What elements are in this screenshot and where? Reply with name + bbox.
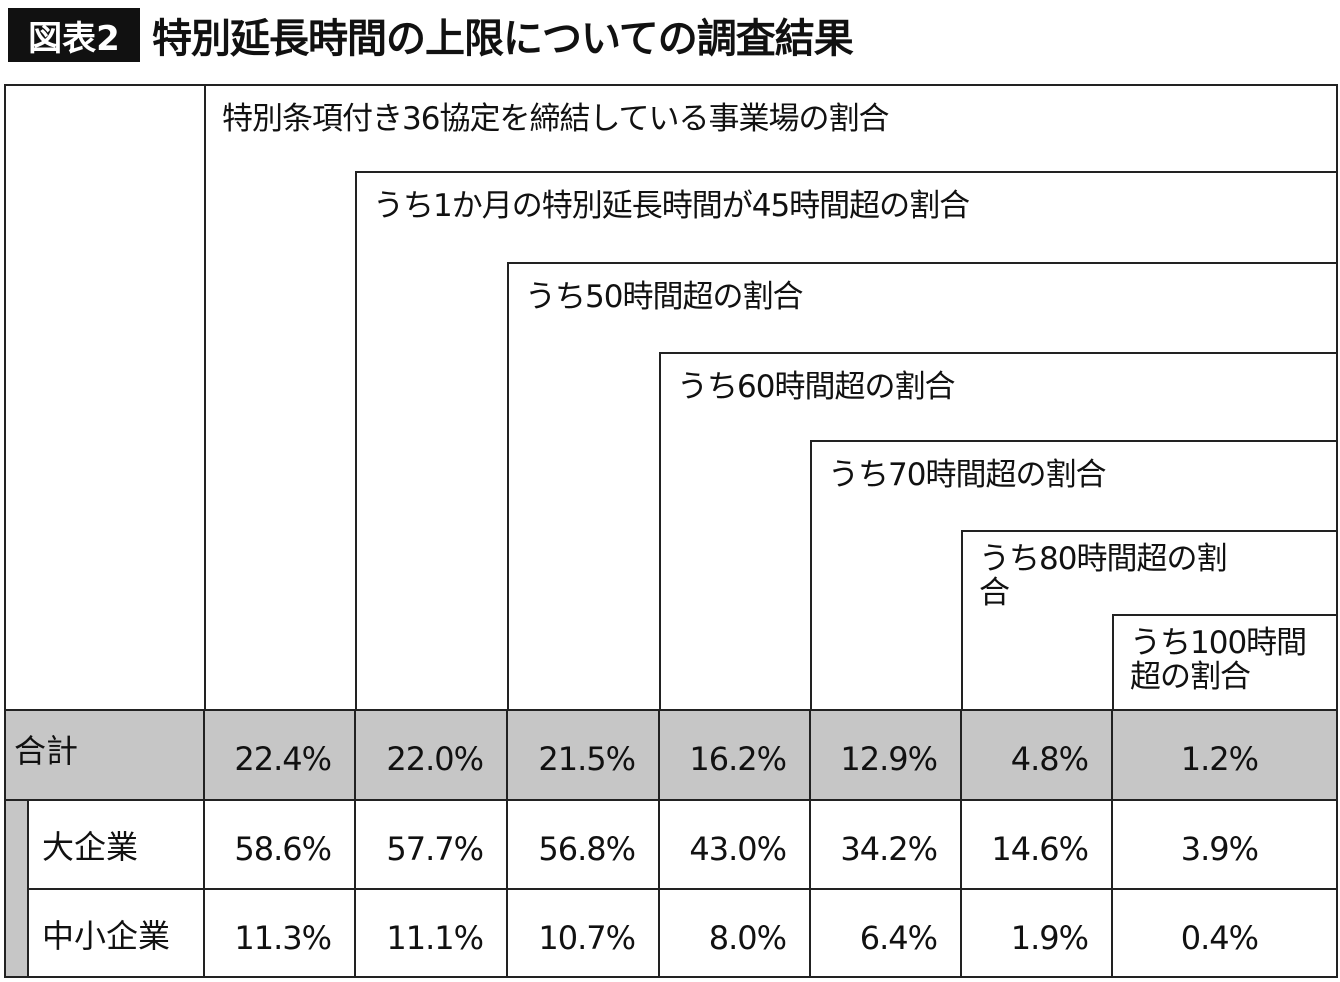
column-line [809,710,811,978]
column-header: うち60時間超の割合 [677,369,955,405]
header-box [507,262,1338,710]
title: 特別延長時間の上限についての調査結果 [152,16,854,62]
column-line [506,710,508,978]
cell: 22.4% [234,740,332,778]
cell: 57.7% [386,829,484,868]
cell: 11.3% [234,918,332,957]
badge: 図表2 [8,8,140,62]
column-header: 特別条項付き36協定を締結している事業場の割合 [222,101,890,137]
row-line [28,888,1338,890]
table-border [4,84,1338,978]
header-box [961,530,1338,710]
indent-line [27,800,29,978]
total-row-bg [4,710,1338,800]
cell: 34.2% [840,829,938,868]
row-label: 大企業 [42,827,139,866]
header-box [1112,614,1338,710]
cell: 11.1% [386,918,484,957]
indent-strip [4,800,28,978]
column-header: うち100時間超の割合 [1130,625,1307,695]
column-header: うち70時間超の割合 [828,457,1106,493]
header-box [355,171,1338,710]
row-line [4,709,1338,711]
cell: 0.4% [1180,918,1259,957]
row-label: 合計 [14,732,79,770]
cell: 21.5% [538,740,636,778]
header-box [659,352,1338,710]
cell: 1.9% [1010,918,1089,957]
column-line [203,710,205,978]
column-line [1111,710,1113,978]
cell: 4.8% [1010,740,1089,778]
cell: 1.2% [1180,740,1259,778]
cell: 12.9% [840,740,938,778]
cell: 43.0% [689,829,787,868]
cell: 58.6% [234,829,332,868]
row-label: 中小企業 [42,916,171,955]
row-line [4,799,1338,801]
cell: 10.7% [538,918,636,957]
column-header: うち50時間超の割合 [525,279,803,315]
header-box [810,440,1338,710]
cell: 6.4% [859,918,938,957]
column-line [960,710,962,978]
column-header: うち80時間超の割合 [979,541,1227,611]
cell: 22.0% [386,740,484,778]
column-header: うち1か月の特別延長時間が45時間超の割合 [373,188,970,224]
column-line [658,710,660,978]
cell: 14.6% [991,829,1089,868]
cell: 3.9% [1180,829,1259,868]
cell: 56.8% [538,829,636,868]
column-line [354,710,356,978]
cell: 16.2% [689,740,787,778]
cell: 8.0% [708,918,787,957]
